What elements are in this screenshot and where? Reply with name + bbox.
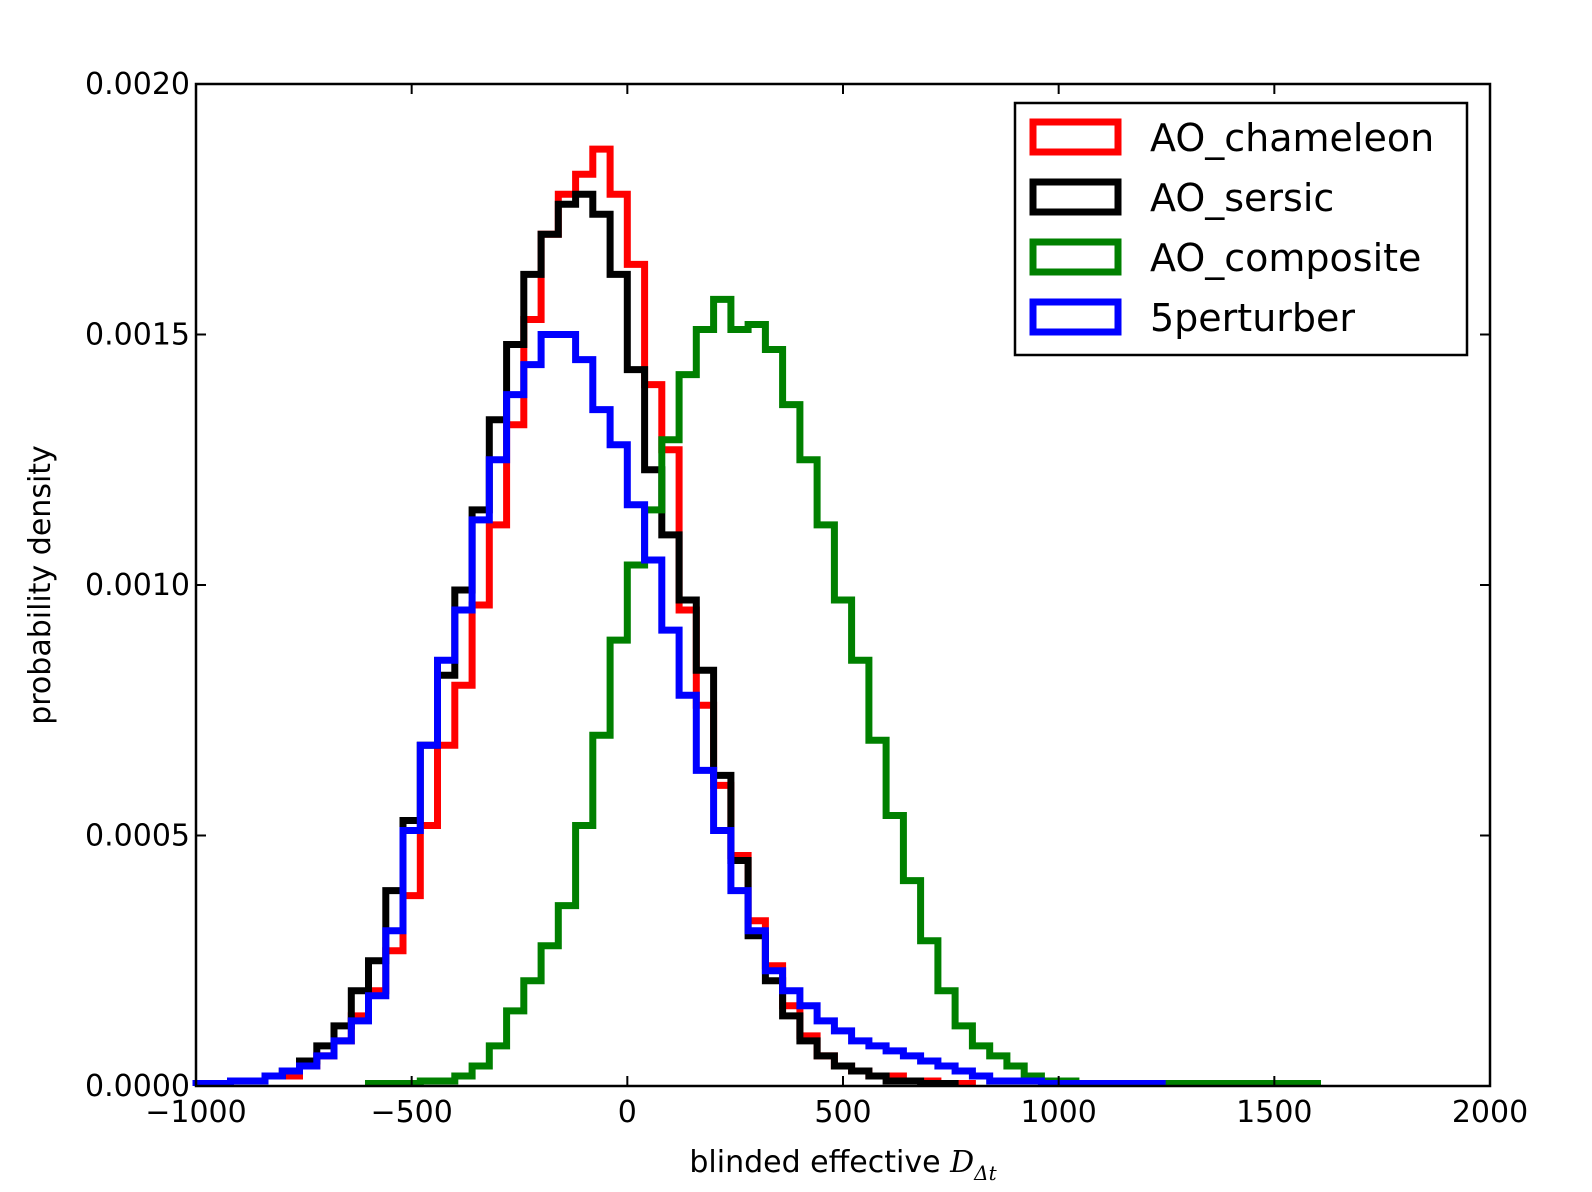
legend-label: AO_composite [1150, 236, 1421, 280]
legend-swatch [1029, 238, 1122, 276]
x-tick-label: −500 [370, 1095, 452, 1130]
series-ao-composite [365, 295, 1321, 1087]
legend-swatch [1029, 298, 1122, 336]
legend-items: AO_chameleon AO_sersic AO_composite 5pertur… [1029, 116, 1434, 340]
x-axis-label-text: blinded effective [689, 1145, 950, 1180]
legend-item: AO_composite [1029, 236, 1421, 280]
y-tick-label: 0.0005 [85, 819, 190, 854]
x-axis-label-subscript: Δt [973, 1161, 997, 1185]
x-tick-label: 1000 [1020, 1095, 1096, 1130]
legend-item: AO_sersic [1029, 176, 1334, 220]
series-ao-sersic [192, 190, 959, 1087]
legend: AO_chameleon AO_sersic AO_composite 5pertur… [1013, 101, 1469, 357]
legend-label: AO_chameleon [1150, 116, 1434, 160]
series-ao-chameleon [192, 145, 976, 1087]
y-axis-label: probability density [23, 445, 58, 725]
legend-label: AO_sersic [1150, 176, 1334, 220]
x-tick-label: 2000 [1452, 1095, 1528, 1130]
x-tick-label: −1000 [145, 1095, 246, 1130]
tick-layer: −1000 −500 0 500 1000 1500 2000 0.0000 0.0005 0.0… [85, 67, 1528, 1130]
legend-swatch [1029, 118, 1122, 156]
legend-label: 5perturber [1150, 296, 1355, 340]
y-tick-label: 0.0000 [85, 1069, 190, 1104]
y-tick-label: 0.0015 [85, 318, 190, 353]
series-layer [192, 145, 1321, 1087]
x-tick-label: 500 [814, 1095, 871, 1130]
y-tick-label: 0.0010 [85, 568, 190, 603]
x-axis-label: blinded effective DΔt [689, 1145, 997, 1185]
x-axis-label-symbol: D [949, 1145, 974, 1180]
series-5perturber [192, 331, 1166, 1087]
legend-item: 5perturber [1029, 296, 1355, 340]
x-tick-label: 1500 [1236, 1095, 1312, 1130]
legend-frame [1013, 101, 1469, 357]
x-tick-label: 0 [618, 1095, 637, 1130]
y-tick-label: 0.0020 [85, 67, 190, 102]
legend-item: AO_chameleon [1029, 116, 1434, 160]
legend-swatch [1029, 178, 1122, 216]
